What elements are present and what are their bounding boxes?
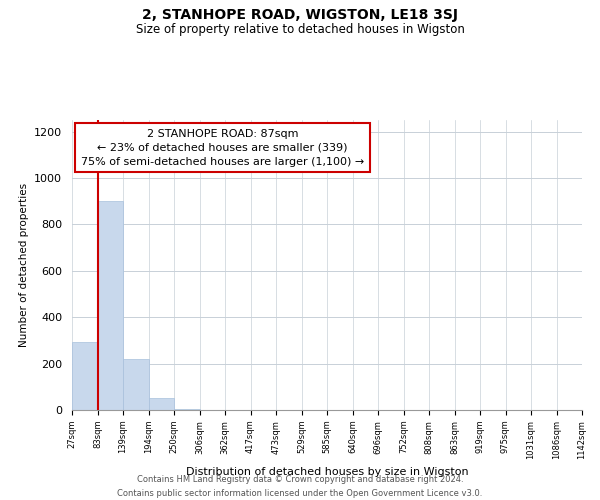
Y-axis label: Number of detached properties: Number of detached properties	[19, 183, 29, 347]
X-axis label: Distribution of detached houses by size in Wigston: Distribution of detached houses by size …	[185, 467, 469, 477]
Bar	[72, 342, 97, 410]
Text: 2 STANHOPE ROAD: 87sqm
← 23% of detached houses are smaller (339)
75% of semi-de: 2 STANHOPE ROAD: 87sqm ← 23% of detached…	[81, 128, 364, 166]
Text: Size of property relative to detached houses in Wigston: Size of property relative to detached ho…	[136, 22, 464, 36]
Bar	[123, 359, 149, 410]
Bar	[174, 409, 199, 410]
Text: 2, STANHOPE ROAD, WIGSTON, LE18 3SJ: 2, STANHOPE ROAD, WIGSTON, LE18 3SJ	[142, 8, 458, 22]
Text: Contains HM Land Registry data © Crown copyright and database right 2024.
Contai: Contains HM Land Registry data © Crown c…	[118, 476, 482, 498]
Bar	[149, 398, 174, 410]
Bar	[97, 201, 123, 410]
